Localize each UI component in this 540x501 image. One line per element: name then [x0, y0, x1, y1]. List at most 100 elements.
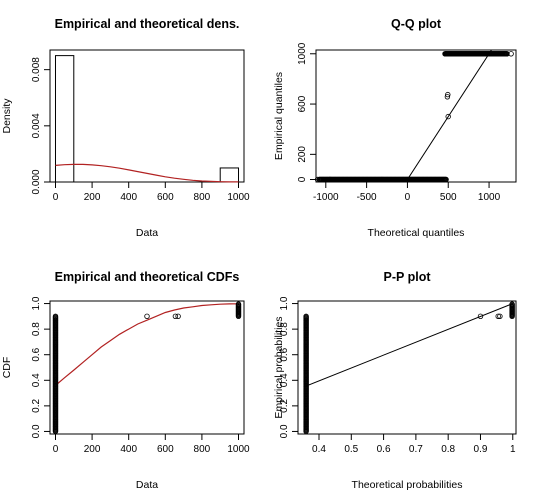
y-tick-label: 0.2	[31, 398, 42, 412]
pp-points	[303, 301, 515, 435]
chart-title: Empirical and theoretical CDFs	[55, 270, 240, 284]
x-tick-label: 400	[120, 444, 137, 455]
y-tick-label: 0.6	[279, 347, 290, 361]
y-tick-label: 0.004	[31, 113, 42, 138]
y-tick-label: 0.4	[31, 373, 42, 387]
x-tick-label: 600	[157, 444, 174, 455]
plot-frame	[49, 300, 245, 435]
density-panel: 0 200 400 600 800 1000 0.000 0.004 0.008 Empirica…	[1, 17, 250, 239]
x-tick-label: 500	[440, 192, 457, 203]
theoretical-cdf-curve	[55, 303, 239, 386]
y-tick-label: 0	[297, 176, 308, 182]
plot-frame	[315, 49, 517, 183]
x-tick-label: 0	[53, 444, 59, 455]
x-tick-label: 200	[84, 444, 101, 455]
x-tick-label: 1000	[227, 444, 250, 455]
plot-frame	[49, 49, 245, 183]
cdf-point	[52, 313, 59, 319]
x-tick-label: 1000	[478, 192, 501, 203]
chart-title: Q-Q plot	[391, 17, 442, 31]
x-axis: -1000 -500 0 500 1000	[313, 182, 501, 203]
y-tick-label: 0.000	[31, 169, 42, 194]
x-tick-label: 600	[157, 192, 174, 203]
y-axis-label: Density	[1, 98, 13, 134]
plot-frame	[297, 300, 517, 435]
y-tick-label: 0.6	[31, 347, 42, 361]
y-tick-label: 0.8	[31, 322, 42, 336]
qq-point	[508, 51, 514, 57]
qq-point	[444, 94, 451, 100]
x-tick-label: 400	[120, 192, 137, 203]
x-tick-label: 0.7	[409, 444, 423, 455]
cdf-point	[172, 313, 179, 319]
qq-point	[504, 51, 510, 57]
x-tick-label: 1000	[227, 192, 250, 203]
y-tick-label: 0.008	[31, 57, 42, 82]
pp-point	[303, 313, 309, 319]
pp-point	[495, 313, 501, 319]
x-axis-label: Theoretical probabilities	[352, 479, 463, 491]
x-tick-label: 1	[510, 444, 516, 455]
x-tick-label: 0.8	[441, 444, 455, 455]
y-axis: 0.0 0.2 0.4 0.6 0.8 1.0	[279, 296, 298, 438]
x-tick-label: 800	[194, 192, 211, 203]
qq-points	[314, 51, 514, 183]
histogram-bar	[219, 167, 240, 183]
pp-point	[497, 313, 503, 319]
qq-point	[445, 91, 451, 98]
cdf-point	[175, 313, 181, 319]
x-axis-label: Data	[136, 479, 158, 491]
y-tick-label: 0.4	[279, 373, 290, 387]
y-tick-label: 0.2	[279, 398, 290, 412]
y-tick-label: 600	[297, 95, 308, 112]
y-axis-label: Empirical quantiles	[273, 72, 285, 160]
pp-panel: 0.4 0.5 0.6 0.7 0.8 0.9 1 0.0 0.2 0.4 0.6 0.8 1.0 P-P…	[273, 270, 517, 491]
x-tick-label: 0.5	[344, 444, 358, 455]
y-tick-label: 0.0	[31, 424, 42, 438]
x-axis: 0 200 400 600 800 1000	[53, 182, 250, 203]
y-tick-label: 200	[297, 146, 308, 163]
x-axis: 0.4 0.5 0.6 0.7 0.8 0.9 1	[312, 434, 516, 455]
y-axis: 0.0 0.2 0.4 0.6 0.8 1.0	[31, 296, 50, 438]
histogram-bar	[54, 55, 75, 183]
chart-title: P-P plot	[384, 270, 432, 284]
theoretical-density-curve	[55, 163, 239, 183]
y-tick-label: 0.8	[279, 322, 290, 336]
y-axis-label: Empirical probabilities	[273, 316, 285, 418]
cdf-point	[144, 313, 150, 319]
x-tick-label: 0.9	[474, 444, 488, 455]
pp-reference-line	[305, 303, 513, 387]
cdf-panel: 0 200 400 600 800 1000 0.0 0.2 0.4 0.6 0.8 1.0 Empir…	[1, 270, 250, 491]
y-tick-label: 0.0	[279, 424, 290, 438]
x-tick-label: 0	[53, 192, 59, 203]
qq-point	[327, 176, 333, 183]
x-axis: 0 200 400 600 800 1000	[53, 434, 250, 455]
x-tick-label: 800	[194, 444, 211, 455]
y-tick-label: 1.0	[31, 296, 42, 310]
y-axis: 0 200 600 1000	[297, 42, 316, 182]
x-tick-label: 0.6	[377, 444, 391, 455]
x-tick-label: 200	[84, 192, 101, 203]
y-tick-label: 1.0	[279, 296, 290, 310]
chart-title: Empirical and theoretical dens.	[55, 17, 240, 31]
pp-point	[477, 313, 484, 319]
y-axis: 0.000 0.004 0.008	[31, 57, 50, 195]
qq-reference-line	[405, 50, 493, 182]
x-tick-label: -1000	[313, 192, 339, 203]
qq-panel: -1000 -500 0 500 1000 0 200 600 1000 Q-Q plot Theo…	[273, 17, 517, 239]
empirical-cdf-points	[52, 301, 242, 435]
x-axis-label: Data	[136, 227, 158, 239]
cdf-point	[235, 301, 242, 307]
pp-point	[509, 301, 515, 307]
x-tick-label: -500	[357, 192, 377, 203]
qq-point	[445, 113, 451, 120]
qq-point	[314, 176, 321, 183]
x-tick-label: 0.4	[312, 444, 326, 455]
x-tick-label: 0	[405, 192, 411, 203]
histogram-bars	[54, 55, 240, 183]
y-tick-label: 1000	[297, 42, 308, 65]
x-axis-label: Theoretical quantiles	[368, 227, 465, 239]
qq-point	[443, 176, 449, 183]
y-axis-label: CDF	[1, 357, 13, 379]
